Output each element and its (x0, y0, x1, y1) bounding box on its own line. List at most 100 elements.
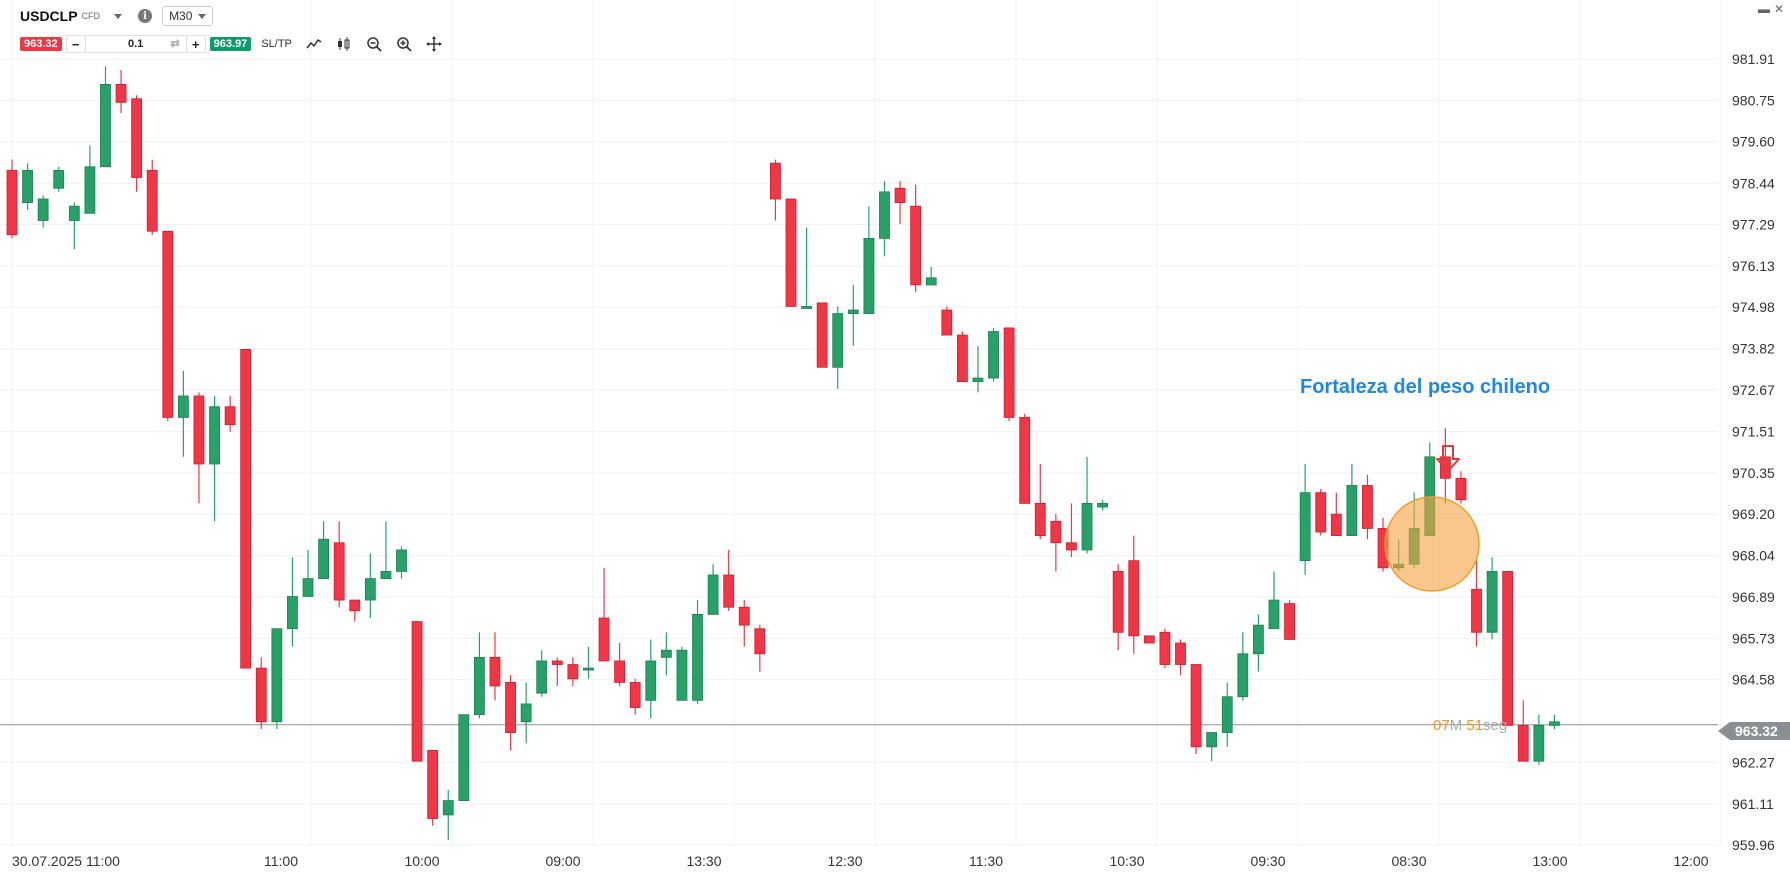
bearish-candle (785, 198, 797, 307)
candle-body (1159, 631, 1171, 665)
line-chart-icon[interactable] (306, 36, 322, 52)
candle-body (349, 599, 361, 612)
y-tick-label: 974.98 (1732, 299, 1775, 315)
bearish-candle (894, 181, 906, 225)
candle-body (68, 205, 80, 221)
swap-icon[interactable]: ⇄ (170, 38, 180, 50)
decrease-quantity-button[interactable]: − (71, 36, 80, 52)
bullish-candle (1533, 714, 1545, 765)
quantity-value: 0.1 (128, 38, 144, 50)
candle-body (1221, 696, 1233, 733)
bearish-candle (6, 159, 18, 239)
close-icon[interactable]: ✕ (1773, 2, 1784, 16)
buy-price-button[interactable]: 963.97 (209, 37, 252, 51)
zoom-out-icon[interactable] (366, 36, 382, 52)
bearish-candle (1455, 471, 1467, 504)
bearish-candle (1159, 628, 1171, 669)
x-axis: 30.07.2025 11:00 11:00 10:00 09:00 13:30 12:3… (12, 853, 1709, 869)
bullish-candle (692, 600, 703, 704)
bearish-candle (1066, 503, 1077, 558)
timeframe-select[interactable]: M30 (162, 6, 214, 26)
candle-body (1455, 477, 1467, 501)
y-tick-label: 973.82 (1732, 341, 1775, 357)
zoom-in-icon[interactable] (396, 36, 412, 52)
x-tick-label: 12:30 (827, 853, 862, 869)
candle-body (988, 331, 999, 379)
candle-body (941, 309, 953, 336)
bullish-candle (177, 370, 189, 457)
countdown-seconds-unit: seg (1483, 717, 1508, 734)
candle-body (785, 198, 797, 307)
bullish-candle (473, 632, 485, 719)
crosshair-icon[interactable] (425, 36, 442, 52)
bullish-candle (380, 521, 392, 579)
bearish-candle (115, 70, 127, 114)
bearish-candle (1128, 535, 1140, 654)
candle-body (1346, 485, 1358, 537)
candle-body (629, 682, 641, 708)
candle-body (863, 238, 875, 314)
bearish-candle (411, 621, 423, 762)
candle-body (1190, 664, 1202, 748)
sell-arrow-icon (1436, 445, 1460, 472)
candle-body (816, 302, 828, 368)
symbol-dropdown-icon[interactable] (114, 13, 123, 19)
candlestick-series (6, 66, 1560, 840)
candle-body (193, 395, 205, 465)
bearish-candle (1003, 327, 1015, 422)
info-icon[interactable]: i (138, 9, 153, 23)
y-axis: 981.91 980.75 979.60 978.44 977.29 976.13 974.… (1732, 51, 1775, 853)
sltp-button[interactable]: SL/TP (261, 38, 292, 50)
bullish-candle (1221, 682, 1233, 747)
candle-body (458, 714, 470, 801)
bullish-candle (209, 395, 220, 522)
highlight-circle (1384, 496, 1480, 592)
chevron-down-icon (198, 13, 207, 19)
bearish-candle (333, 521, 345, 608)
bearish-candle (754, 625, 766, 672)
bearish-candle (614, 643, 626, 687)
minimize-icon[interactable]: ▬ (1757, 2, 1770, 16)
candle-body (1284, 603, 1295, 640)
candle-body (1081, 502, 1093, 551)
symbol-name[interactable]: USDCLP (20, 8, 78, 24)
annotation-text: Fortaleza del peso chileno (1300, 376, 1550, 398)
candle-body (614, 660, 626, 683)
candlestick-icon[interactable] (336, 36, 352, 52)
bearish-candle (1175, 639, 1186, 676)
bullish-candle (396, 546, 407, 579)
quantity-input[interactable]: 0.1 ⇄ (84, 36, 187, 52)
bullish-candle (972, 345, 984, 393)
bullish-candle (925, 267, 937, 286)
sell-price-button[interactable]: 963.32 (20, 37, 62, 51)
bullish-candle (442, 789, 454, 840)
y-tick-label: 964.58 (1732, 672, 1775, 688)
bearish-candle (193, 392, 205, 504)
bullish-candle (801, 227, 812, 309)
bullish-candle (1299, 463, 1311, 576)
bearish-candle (489, 632, 501, 701)
y-tick-label: 976.13 (1732, 258, 1775, 274)
y-tick-label: 977.29 (1732, 216, 1775, 232)
bearish-candle (240, 349, 252, 669)
increase-quantity-button[interactable]: + (191, 36, 200, 52)
candle-body (287, 596, 298, 630)
bearish-candle (629, 678, 641, 715)
y-tick-label: 961.11 (1732, 796, 1774, 812)
x-tick-label: 30.07.2025 11:00 (12, 853, 120, 869)
candle-body (411, 621, 423, 762)
candle-body (1517, 724, 1529, 762)
bearish-candle (1330, 492, 1342, 537)
candle-body (598, 617, 610, 662)
candle-body (832, 313, 844, 368)
bullish-candle (37, 195, 49, 228)
y-tick-label: 970.35 (1732, 465, 1775, 481)
y-tick-label: 981.91 (1732, 51, 1775, 67)
candle-body (442, 800, 454, 816)
bullish-candle (68, 202, 80, 250)
bullish-candle (1486, 557, 1498, 640)
candle-body (6, 169, 18, 236)
candle-body (146, 169, 158, 232)
bullish-candle (832, 306, 844, 389)
